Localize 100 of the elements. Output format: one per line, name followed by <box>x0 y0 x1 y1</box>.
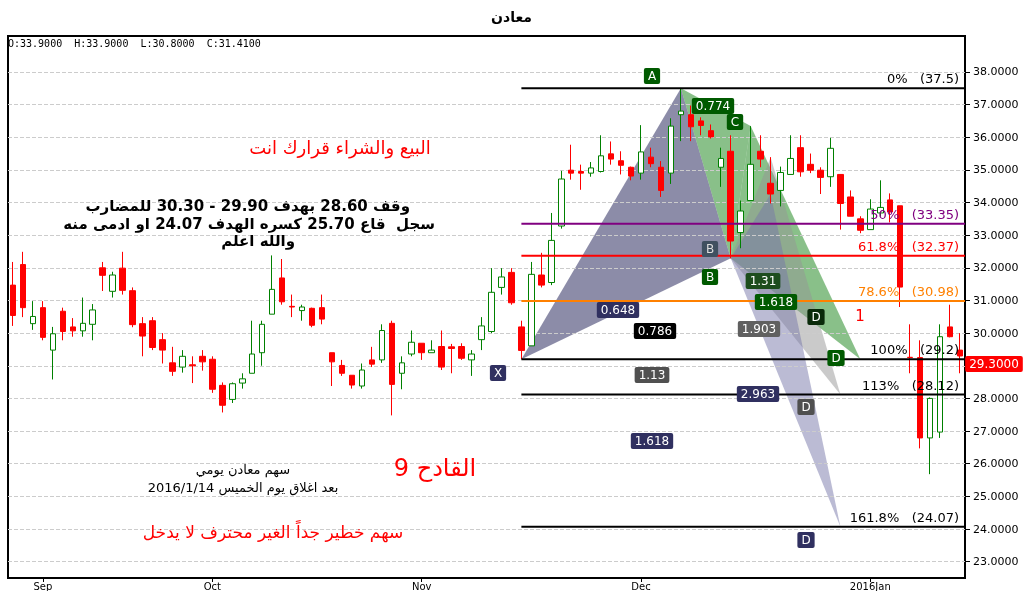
candlestick <box>807 153 814 174</box>
annotation: D <box>831 351 841 365</box>
candlestick <box>309 307 315 328</box>
candlestick <box>40 300 46 341</box>
candlestick <box>787 134 794 175</box>
x-tick-label: 2016Jan <box>849 580 891 591</box>
candlestick <box>847 189 854 217</box>
x-tick-label: Sep <box>33 580 53 591</box>
candlestick <box>927 396 933 475</box>
candlestick <box>10 261 16 327</box>
annotation: B <box>705 270 715 284</box>
y-tick-label: 35.0000 <box>973 163 1019 177</box>
y-tick-label: 37.0000 <box>973 98 1019 112</box>
annotation: 1.13 <box>638 368 666 382</box>
candlestick <box>568 144 574 181</box>
candlestick <box>957 332 963 374</box>
candlestick <box>438 330 445 371</box>
candlestick <box>249 320 255 374</box>
candlestick <box>229 381 236 404</box>
annotation: 1.618 <box>758 295 794 309</box>
candlestick <box>947 304 953 338</box>
annotation: سجل قاع 25.70 كسره الهدف 24.07 او ادمى منه <box>63 215 435 233</box>
candlestick <box>289 294 295 318</box>
y-tick-label: 25.0000 <box>973 489 1019 503</box>
candlestick <box>678 87 684 142</box>
candlestick <box>369 346 375 368</box>
candlestick <box>20 251 26 318</box>
annotation: D <box>811 310 821 324</box>
candlestick <box>648 147 654 168</box>
annotation: والله اعلم <box>221 232 295 250</box>
candlestick <box>668 117 674 185</box>
y-tick-label: 24.0000 <box>973 522 1019 536</box>
candlestick <box>528 261 535 347</box>
annotation: البيع والشراء قرارك انت <box>249 136 431 159</box>
candlestick <box>488 267 495 334</box>
annotation: سهم معادن يومي <box>195 461 291 478</box>
candlestick <box>757 134 764 168</box>
text: 29.3000 <box>969 357 1019 371</box>
y-tick-label: 36.0000 <box>973 130 1019 144</box>
candlestick <box>329 352 335 387</box>
candlestick <box>837 173 844 231</box>
ref-line-label: 61.8% (32.37) <box>857 238 959 254</box>
candlestick <box>428 339 435 354</box>
candlestick <box>269 254 275 315</box>
candlestick <box>628 166 634 181</box>
candlestick <box>109 271 116 299</box>
y-tick-label: 27.0000 <box>973 424 1019 438</box>
candlestick <box>219 381 226 413</box>
annotation: O:33.9000 H:33.9000 L:30.8000 C:31.4100 <box>8 37 261 49</box>
candlestick <box>339 359 345 377</box>
candlestick <box>458 342 465 361</box>
annotation: D <box>801 533 811 547</box>
candlestick <box>698 116 704 136</box>
annotation: القادح 9 <box>393 454 477 482</box>
candlestick <box>418 342 425 361</box>
x-tick-label: Dec <box>631 580 651 591</box>
candlestick <box>548 212 555 286</box>
candlestick <box>89 303 96 341</box>
y-tick-label: 26.0000 <box>973 457 1019 471</box>
candlestick <box>638 124 644 181</box>
annotation: X <box>493 366 503 380</box>
candlestick <box>60 307 66 341</box>
candlestick <box>827 137 834 188</box>
candlestick <box>259 320 265 367</box>
ref-line-label: 78.6% (30.98) <box>857 284 959 300</box>
annotation: سهم خطير جداً الغير محترف لا يدخل <box>142 519 404 543</box>
annotation: بعد اغلاق يوم الخميس 2016/1/14 <box>147 479 339 496</box>
candlestick <box>319 294 325 325</box>
candlestick <box>50 326 56 380</box>
candlestick <box>508 267 515 306</box>
candlestick <box>389 320 395 416</box>
candlestick <box>498 267 505 296</box>
ref-line-label: 0% (37.5) <box>886 71 959 87</box>
y-tick-label: 30.0000 <box>973 326 1019 340</box>
y-tick-label: 34.0000 <box>973 196 1019 210</box>
y-tick-label: 31.0000 <box>973 293 1019 307</box>
chart-title: معادن <box>491 9 532 25</box>
candlestick <box>70 317 76 338</box>
y-tick-label: 23.0000 <box>973 555 1019 569</box>
annotation: D <box>801 400 811 414</box>
candlestick <box>907 323 913 374</box>
candlestick <box>129 286 136 328</box>
candlestick <box>239 372 246 390</box>
annotation: 0.774 <box>695 99 731 113</box>
candlestick <box>578 164 584 191</box>
candlestick <box>598 134 604 173</box>
y-tick-label: 38.0000 <box>973 65 1019 79</box>
candlestick <box>747 125 754 202</box>
y-tick-label: 33.0000 <box>973 228 1019 242</box>
candlestick <box>30 300 36 331</box>
annotation: 1.903 <box>741 322 777 336</box>
candlestick <box>169 346 176 377</box>
annotation: 1 <box>855 307 865 325</box>
candlestick <box>179 349 186 374</box>
candlestick <box>99 261 106 292</box>
candlestick <box>817 166 824 195</box>
candlestick <box>159 332 166 364</box>
annotation: A <box>647 69 657 83</box>
candlestick <box>618 150 624 175</box>
annotation: C <box>730 115 740 129</box>
